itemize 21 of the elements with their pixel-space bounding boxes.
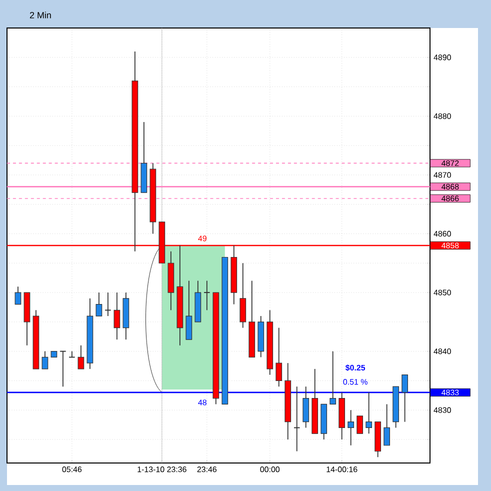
candlestick bbox=[348, 410, 354, 446]
candlestick bbox=[60, 350, 66, 388]
candlestick bbox=[240, 262, 246, 328]
candlestick bbox=[330, 350, 336, 405]
chart-title: 2 Min bbox=[30, 12, 51, 18]
candlestick bbox=[96, 292, 102, 316]
candlestick bbox=[42, 350, 48, 370]
candlestick bbox=[302, 386, 310, 428]
candlestick bbox=[68, 350, 76, 358]
candlestick bbox=[104, 292, 112, 316]
candlestick bbox=[276, 327, 282, 388]
candlestick bbox=[402, 374, 408, 422]
candlestick bbox=[114, 292, 120, 340]
candlestick bbox=[356, 416, 364, 434]
candlestick bbox=[384, 404, 390, 446]
candlestick bbox=[366, 392, 372, 434]
candlestick bbox=[204, 280, 210, 311]
candlestick bbox=[14, 286, 22, 305]
candlestick bbox=[293, 386, 300, 452]
candlestick bbox=[186, 280, 192, 340]
candlestick bbox=[78, 344, 84, 370]
